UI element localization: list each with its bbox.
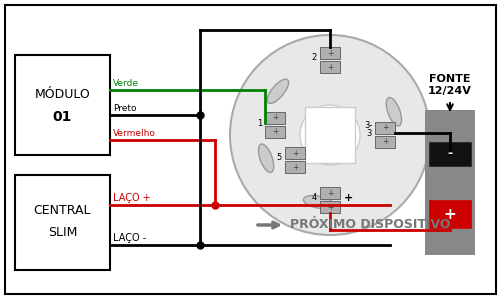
Text: 01: 01 [53, 110, 72, 124]
Bar [305, 107, 355, 163]
Text: Vermelho: Vermelho [113, 129, 156, 138]
Bar [375, 122, 395, 134]
Text: Verde: Verde [113, 79, 139, 88]
Ellipse shape [267, 79, 289, 103]
Text: 4: 4 [312, 193, 317, 202]
Bar [265, 112, 285, 124]
Bar [320, 47, 340, 59]
Text: +: + [382, 138, 388, 147]
Text: +: + [327, 202, 333, 211]
Text: +: + [327, 62, 333, 71]
Bar [15, 175, 110, 270]
Text: Preto: Preto [113, 104, 136, 113]
Text: +: + [272, 127, 278, 137]
Bar [15, 55, 110, 155]
Text: 3: 3 [367, 129, 372, 138]
Bar [429, 200, 471, 228]
Text: +: + [327, 188, 333, 198]
Text: +: + [344, 193, 353, 203]
Bar [320, 187, 340, 199]
Text: +: + [272, 114, 278, 123]
Text: +: + [443, 207, 456, 222]
Text: +: + [292, 162, 298, 172]
Text: 3-: 3- [365, 120, 373, 129]
Text: -: - [447, 147, 452, 160]
Text: FONTE
12/24V: FONTE 12/24V [428, 74, 472, 96]
Text: 1: 1 [257, 118, 262, 127]
Text: +: + [292, 149, 298, 158]
Bar [425, 110, 475, 255]
Bar [265, 126, 285, 138]
Text: LAÇO +: LAÇO + [113, 193, 151, 203]
Circle shape [300, 105, 360, 165]
Text: 5: 5 [277, 153, 282, 162]
Text: +: + [382, 123, 388, 132]
Bar [429, 141, 471, 166]
Ellipse shape [386, 97, 401, 126]
Text: MÓDULO: MÓDULO [35, 89, 90, 101]
Bar [285, 161, 305, 173]
Bar [320, 201, 340, 213]
Text: PRÓXIMO DISPOSITIVO: PRÓXIMO DISPOSITIVO [290, 219, 450, 231]
Text: CENTRAL: CENTRAL [34, 204, 91, 217]
Text: LAÇO -: LAÇO - [113, 233, 146, 243]
Ellipse shape [304, 196, 333, 208]
Bar [320, 61, 340, 73]
Text: 2: 2 [312, 54, 317, 62]
Text: +: + [327, 48, 333, 57]
Circle shape [230, 35, 430, 235]
Ellipse shape [259, 144, 274, 173]
Text: SLIM: SLIM [48, 226, 77, 239]
Bar [375, 136, 395, 148]
Bar [285, 147, 305, 159]
